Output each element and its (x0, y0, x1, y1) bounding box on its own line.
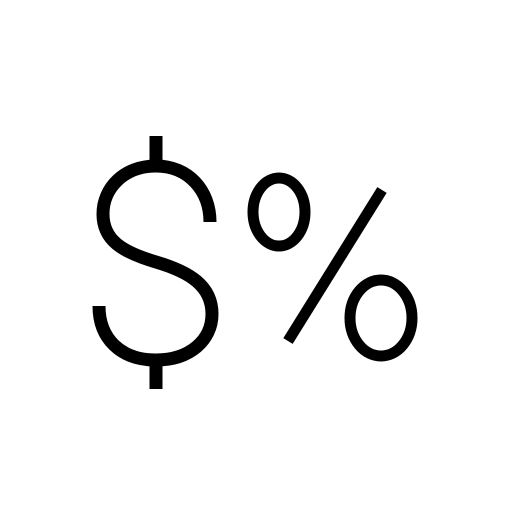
percent-sign-icon (247, 172, 418, 362)
dollar-sign-icon (92, 136, 219, 389)
